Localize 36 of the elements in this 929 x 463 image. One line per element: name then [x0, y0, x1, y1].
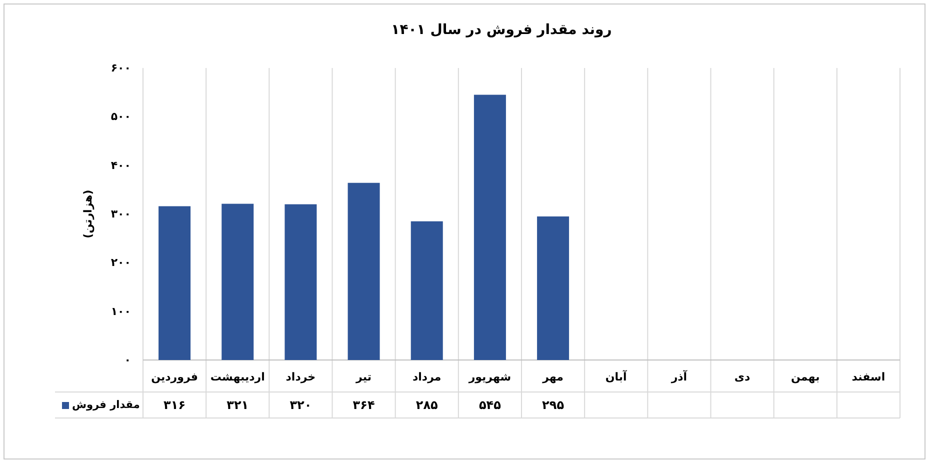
y-tick-label: ۴۰۰ — [110, 158, 131, 172]
x-tick-label: شهریور — [468, 370, 512, 384]
bar — [222, 204, 254, 360]
x-tick-label: تیر — [355, 370, 372, 384]
bar — [474, 94, 506, 360]
x-tick-label: اردیبهشت — [210, 370, 265, 384]
data-label: ۳۱۶ — [164, 398, 186, 412]
bar — [348, 182, 380, 360]
data-label: ۳۲۰ — [290, 398, 312, 412]
bar — [284, 204, 317, 360]
x-tick-label: بهمن — [791, 370, 820, 384]
x-tick-label: آبان — [605, 370, 628, 384]
y-tick-label: ۵۰۰ — [110, 110, 131, 124]
y-tick-label: ۰ — [124, 354, 131, 366]
x-tick-label: دی — [734, 370, 751, 384]
x-tick-label: خرداد — [286, 370, 316, 384]
y-tick-label: ۱۰۰ — [110, 304, 131, 318]
data-label: ۳۲۱ — [226, 398, 249, 412]
x-tick-label: فروردین — [151, 370, 198, 384]
data-label: ۲۹۵ — [542, 398, 564, 412]
chart-title: روند مقدار فروش در سال ۱۴۰۱ — [391, 22, 612, 38]
x-tick-label: مهر — [542, 370, 564, 384]
y-axis-title: (هزارتن) — [82, 190, 94, 238]
data-label: ۲۸۵ — [416, 398, 438, 412]
data-label: ۵۴۵ — [478, 398, 501, 412]
y-tick-label: ۲۰۰ — [110, 256, 131, 270]
x-tick-label: اسفند — [852, 370, 886, 384]
bar — [410, 221, 443, 360]
x-tick-label: آذر — [670, 370, 688, 384]
data-label: ۳۶۴ — [352, 398, 375, 412]
bar — [537, 216, 570, 360]
y-tick-label: ۳۰۰ — [110, 208, 131, 220]
legend: مقدار فروش — [62, 399, 140, 411]
x-tick-label: مرداد — [412, 370, 442, 384]
bar — [158, 206, 191, 360]
y-tick-label: ۶۰۰ — [110, 62, 131, 74]
